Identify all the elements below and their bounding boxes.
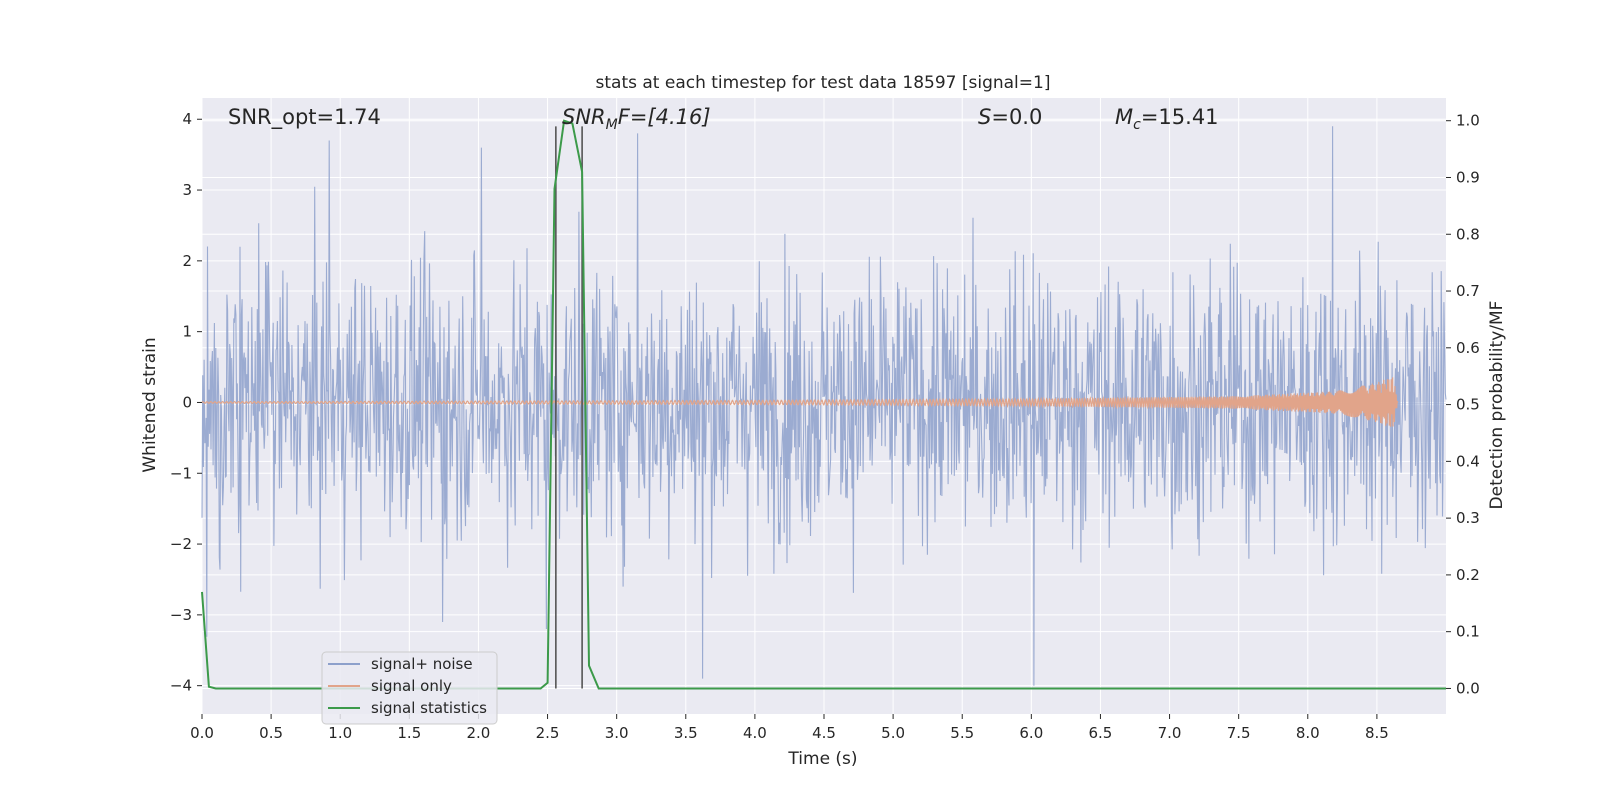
x-tick-label: 5.5 (950, 724, 974, 742)
y-tick-label: 3 (182, 181, 192, 199)
y2-tick-label: 0.2 (1456, 566, 1480, 584)
y-tick-label: 4 (182, 110, 192, 128)
chart-title: stats at each timestep for test data 185… (596, 73, 1051, 93)
y-tick-label: −4 (170, 677, 192, 695)
x-tick-label: 4.0 (743, 724, 767, 742)
x-tick-label: 0.5 (259, 724, 283, 742)
x-tick-label: 7.5 (1227, 724, 1251, 742)
y-tick-label: 2 (182, 252, 192, 270)
x-tick-label: 2.0 (467, 724, 491, 742)
y2-tick-label: 0.0 (1456, 679, 1480, 697)
x-tick-label: 3.5 (674, 724, 698, 742)
x-tick-label: 1.0 (328, 724, 352, 742)
y2-ticks: 1.0 0.9 0.8 0.7 0.6 0.5 0.4 0.3 0.2 0.1 0.0 (1446, 112, 1480, 697)
y2-axis-label: Detection probability/MF (1487, 301, 1507, 510)
x-tick-label: 6.5 (1089, 724, 1113, 742)
legend: signal+ noise signal only signal statist… (321, 651, 498, 725)
y2-tick-label: 0.4 (1456, 452, 1480, 470)
x-ticks: 0.0 0.5 1.0 1.5 2.0 2.5 3.0 3.5 4.0 4.5 5.0 5.5 6.0 6… (190, 714, 1389, 742)
y2-tick-label: 0.8 (1456, 225, 1480, 243)
x-tick-label: 8.5 (1365, 724, 1389, 742)
y2-tick-label: 0.1 (1456, 623, 1480, 641)
legend-label-signal-noise: signal+ noise (371, 655, 473, 673)
x-tick-label: 2.5 (536, 724, 560, 742)
legend-label-signal-only: signal only (371, 677, 452, 695)
signal-only-series (201, 377, 1399, 427)
y-tick-label: −2 (170, 535, 192, 553)
y2-tick-label: 0.7 (1456, 282, 1480, 300)
y-axis-label: Whitened strain (140, 337, 160, 472)
x-tick-label: 6.0 (1019, 724, 1043, 742)
signal-statistics-series (201, 119, 1446, 690)
annotation-snr-mf: SNRMF=[4.16] (562, 105, 711, 133)
y2-tick-label: 0.6 (1456, 339, 1480, 357)
y-tick-label: −3 (170, 606, 192, 624)
y2-tick-label: 0.5 (1456, 396, 1480, 414)
x-tick-label: 0.0 (190, 724, 214, 742)
annotation-mc: Mc=15.41 (1115, 105, 1219, 133)
signal-noise-series (201, 126, 1447, 686)
x-tick-label: 5.0 (881, 724, 905, 742)
x-tick-label: 7.0 (1158, 724, 1182, 742)
x-tick-label: 1.5 (397, 724, 421, 742)
x-tick-label: 3.0 (605, 724, 629, 742)
y2-tick-label: 1.0 (1456, 112, 1480, 130)
y-tick-label: 1 (182, 323, 192, 341)
x-tick-label: 4.5 (812, 724, 836, 742)
annotation-s: S=0.0 (978, 105, 1042, 129)
y-tick-label: 0 (182, 393, 192, 411)
annotation-snr-opt: SNR_opt=1.74 (228, 105, 381, 130)
y2-tick-label: 0.9 (1456, 168, 1480, 186)
y-ticks: 4 3 2 1 0 −1 −2 −3 −4 (170, 110, 202, 695)
x-tick-label: 8.0 (1296, 724, 1320, 742)
signal-only-line (201, 377, 1399, 427)
y2-tick-label: 0.3 (1456, 509, 1480, 527)
signal-noise-line (201, 126, 1447, 686)
legend-label-signal-statistics: signal statistics (371, 699, 487, 717)
x-axis-label: Time (s) (787, 749, 857, 769)
signal-statistics-line (201, 119, 1446, 690)
legend-box (321, 651, 498, 725)
y-tick-label: −1 (170, 464, 192, 482)
